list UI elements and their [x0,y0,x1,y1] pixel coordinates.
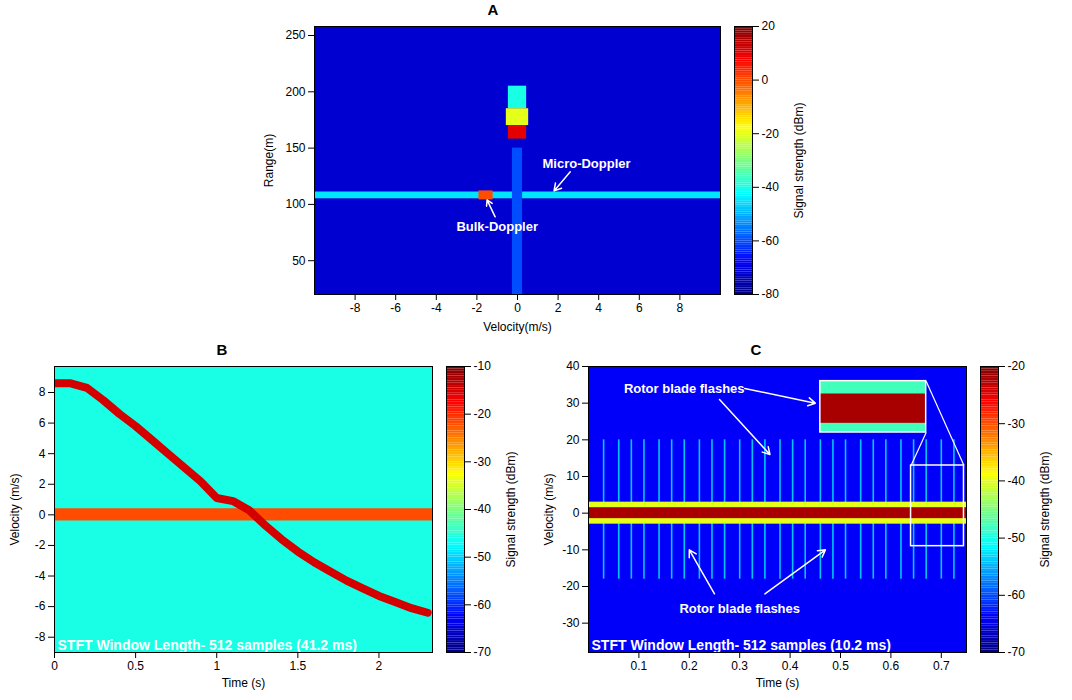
svg-text:Signal strength (dBm): Signal strength (dBm) [792,102,806,218]
svg-text:0.5: 0.5 [832,659,849,673]
svg-text:-30: -30 [1008,417,1026,431]
svg-text:STFT Window Length- 512 sample: STFT Window Length- 512 samples (10.2 ms… [592,637,891,653]
svg-text:Signal strength (dBm): Signal strength (dBm) [504,451,518,567]
svg-text:-70: -70 [1008,645,1026,659]
svg-text:250: 250 [285,28,305,42]
svg-text:2: 2 [376,659,383,673]
html-text:C: C [750,341,762,358]
svg-text:-70: -70 [474,645,492,659]
svg-text:-20: -20 [474,407,492,421]
svg-text:-30: -30 [562,616,580,630]
svg-text:2: 2 [39,477,46,491]
svg-text:-20: -20 [562,579,580,593]
svg-text:-2: -2 [35,538,46,552]
svg-text:8: 8 [677,301,684,315]
svg-text:Time (s): Time (s) [756,676,800,690]
svg-text:-6: -6 [35,599,46,613]
svg-text:Velocity (m/s): Velocity (m/s) [8,473,22,545]
svg-text:0: 0 [762,73,769,87]
svg-text:-10: -10 [474,360,492,373]
svg-text:4: 4 [39,447,46,461]
svg-text:Range(m): Range(m) [262,134,276,187]
svg-text:-20: -20 [762,127,780,141]
svg-text:-60: -60 [474,598,492,612]
svg-text:20: 20 [762,20,776,33]
svg-text:6: 6 [39,416,46,430]
svg-text:150: 150 [285,141,305,155]
svg-text:0: 0 [51,659,58,673]
svg-text:-40: -40 [762,180,780,194]
svg-text:200: 200 [285,85,305,99]
svg-text:-6: -6 [390,301,401,315]
svg-text:STFT Window Length- 512 sample: STFT Window Length- 512 samples (41.2 ms… [58,637,357,653]
svg-text:8: 8 [39,385,46,399]
svg-text:0.5: 0.5 [127,659,144,673]
svg-text:Rotor blade flashes: Rotor blade flashes [679,601,800,616]
svg-text:-2: -2 [472,301,483,315]
svg-text:0.6: 0.6 [883,659,900,673]
svg-text:Velocity (m/s): Velocity (m/s) [542,473,556,545]
svg-text:-4: -4 [35,569,46,583]
svg-text:1.5: 1.5 [290,659,307,673]
svg-text:Bulk-Doppler: Bulk-Doppler [456,219,538,234]
html-text:A: A [487,1,499,18]
svg-text:100: 100 [285,197,305,211]
svg-text:-40: -40 [1008,474,1026,488]
svg-text:-8: -8 [35,630,46,644]
svg-text:6: 6 [636,301,643,315]
svg-text:Signal strength (dBm): Signal strength (dBm) [1038,451,1052,567]
svg-text:50: 50 [292,254,306,268]
svg-text:0.2: 0.2 [681,659,698,673]
svg-text:-60: -60 [1008,588,1026,602]
svg-text:Time (s): Time (s) [222,676,266,690]
svg-text:0.4: 0.4 [782,659,799,673]
svg-text:-50: -50 [1008,531,1026,545]
svg-text:2: 2 [555,301,562,315]
html-text:B: B [216,341,228,358]
svg-text:0: 0 [514,301,521,315]
svg-text:20: 20 [566,433,580,447]
svg-text:Rotor blade flashes: Rotor blade flashes [624,381,745,396]
svg-text:0: 0 [573,506,580,520]
svg-text:10: 10 [566,469,580,483]
svg-text:30: 30 [566,396,580,410]
svg-text:40: 40 [566,360,580,373]
svg-text:-4: -4 [431,301,442,315]
svg-text:1: 1 [213,659,220,673]
svg-text:Micro-Doppler: Micro-Doppler [542,156,630,171]
svg-text:-60: -60 [762,234,780,248]
svg-text:Velocity(m/s): Velocity(m/s) [483,320,552,334]
svg-text:4: 4 [595,301,602,315]
svg-text:-50: -50 [474,550,492,564]
svg-text:-8: -8 [350,301,361,315]
svg-text:0.7: 0.7 [933,659,950,673]
svg-text:-40: -40 [474,502,492,516]
svg-text:-20: -20 [1008,360,1026,373]
svg-text:-30: -30 [474,455,492,469]
svg-text:0.3: 0.3 [731,659,748,673]
svg-text:-80: -80 [762,287,780,301]
svg-text:-10: -10 [562,543,580,557]
svg-text:0: 0 [39,508,46,522]
svg-text:0.1: 0.1 [631,659,648,673]
